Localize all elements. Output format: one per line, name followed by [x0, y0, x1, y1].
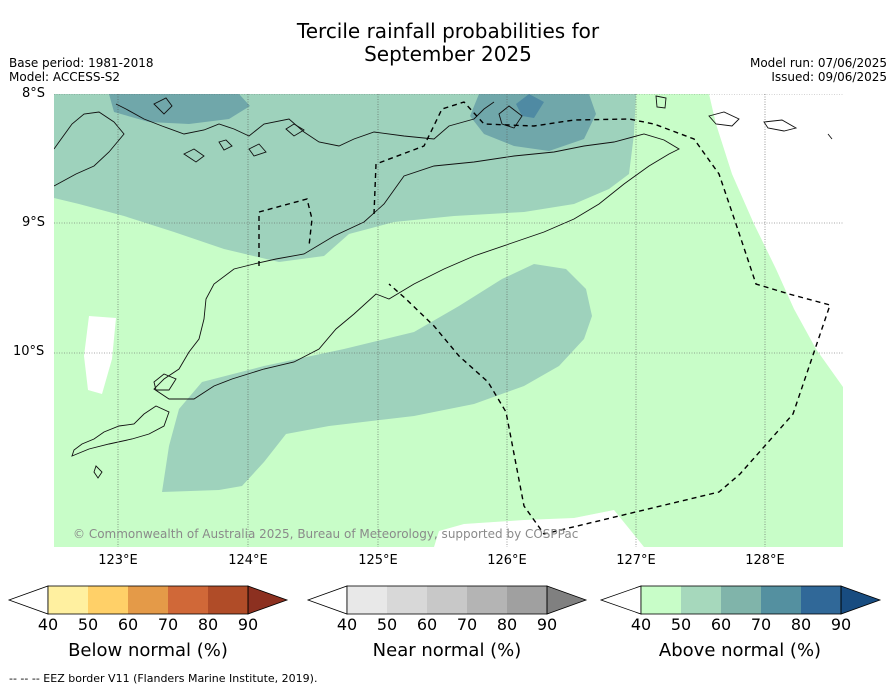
colorbar-below-arrow-high [247, 585, 289, 615]
colorbar-below-tick-label: 70 [157, 615, 179, 634]
colorbar-below-segment [128, 586, 168, 614]
meta-left: Base period: 1981-2018 Model: ACCESS-S2 [9, 56, 154, 84]
model-run: Model run: 07/06/2025 [749, 56, 887, 70]
colorbar-near-arrow-low [306, 585, 348, 615]
colorbar-above-segment [641, 586, 681, 614]
colorbar-above-segment [721, 586, 761, 614]
map-title-line2: September 2025 [364, 42, 532, 66]
colorbar-title-below: Below normal (%) [68, 640, 228, 661]
eez-legend-note: -- -- -- EEZ border V11 (Flanders Marine… [9, 672, 318, 685]
colorbar-above-tick-label: 70 [750, 615, 772, 634]
copyright-notice: © Commonwealth of Australia 2025, Bureau… [73, 527, 579, 541]
contour-above-60-n [470, 94, 596, 151]
meta-right: Model run: 07/06/2025 Issued: 09/06/2025 [750, 56, 887, 84]
model-name: Model: ACCESS-S2 [9, 70, 121, 84]
colorbar-near-tick-label: 70 [456, 615, 478, 634]
land-east [709, 94, 843, 387]
contour-above-50-south [162, 264, 592, 492]
lon-label-127e: 127°E [616, 553, 656, 568]
colorbar-title-above: Above normal (%) [658, 640, 822, 661]
colorbar-below-tick-label: 80 [197, 615, 219, 634]
colorbar-above-segment [801, 586, 841, 614]
colorbar-below-tick-label: 90 [237, 615, 259, 634]
colorbar-near-arrow-high [546, 585, 588, 615]
base-period: Base period: 1981-2018 [9, 56, 154, 70]
colorbar-near-tick-label: 40 [336, 615, 358, 634]
colorbar-below-tick-label: 50 [77, 615, 99, 634]
colorbar-below-segment [88, 586, 128, 614]
lon-label-123e: 123°E [98, 553, 138, 568]
colorbar-above-tick-label: 60 [710, 615, 732, 634]
colorbar-below-segment [48, 586, 88, 614]
colorbar-below-arrow-low [7, 585, 49, 615]
colorbar-near-tick-label: 80 [496, 615, 518, 634]
colorbar-above-arrow-high [840, 585, 882, 615]
lon-label-128e: 128°E [745, 553, 785, 568]
colorbar-below-outline [47, 585, 249, 615]
colorbar-near-tick-label: 50 [376, 615, 398, 634]
colorbar-below-segment [168, 586, 208, 614]
lat-label-10s: 10°S [13, 344, 45, 359]
colorbar-above-tick-label: 40 [630, 615, 652, 634]
colorbar-above-tick-label: 90 [830, 615, 852, 634]
colorbar-near-segment [427, 586, 467, 614]
colorbar-below-segment [208, 586, 248, 614]
colorbar-above-tick-label: 50 [670, 615, 692, 634]
colorbar-above-arrow-low [599, 585, 642, 615]
lat-label-8s: 8°S [22, 86, 46, 101]
colorbar-above-tick-label: 80 [790, 615, 812, 634]
land-southwest [84, 316, 116, 394]
colorbar-near-segment [467, 586, 507, 614]
coastlines [54, 95, 833, 479]
colorbar-title-near: Near normal (%) [372, 640, 522, 661]
colorbar-above-outline [640, 585, 842, 615]
colorbar-near-segment [507, 586, 547, 614]
colorbar-above-segment [681, 586, 721, 614]
issued-date: Issued: 09/06/2025 [771, 70, 887, 84]
colorbars [7, 585, 882, 615]
colorbar-near-outline [346, 585, 548, 615]
graticule [54, 94, 843, 547]
colorbar-near-segment [387, 586, 427, 614]
lon-label-125e: 125°E [358, 553, 398, 568]
colorbar-below-tick-label: 40 [37, 615, 59, 634]
lon-label-124e: 124°E [228, 553, 268, 568]
contour-above-70-n [516, 94, 544, 118]
colorbar-near-segment [347, 586, 387, 614]
lon-label-126e: 126°E [487, 553, 527, 568]
colorbar-near-tick-label: 90 [536, 615, 558, 634]
colorbar-near-tick-label: 60 [416, 615, 438, 634]
colorbar-below-tick-label: 60 [117, 615, 139, 634]
land-south [434, 510, 644, 547]
eez-border [258, 101, 831, 535]
contour-above-60-nw [109, 94, 250, 124]
map-title-line1: Tercile rainfall probabilities for [296, 19, 600, 43]
map-title: Tercile rainfall probabilities for Septe… [0, 20, 896, 66]
lat-label-9s: 9°S [22, 215, 46, 230]
probability-map [54, 94, 843, 547]
colorbar-above-segment [761, 586, 801, 614]
